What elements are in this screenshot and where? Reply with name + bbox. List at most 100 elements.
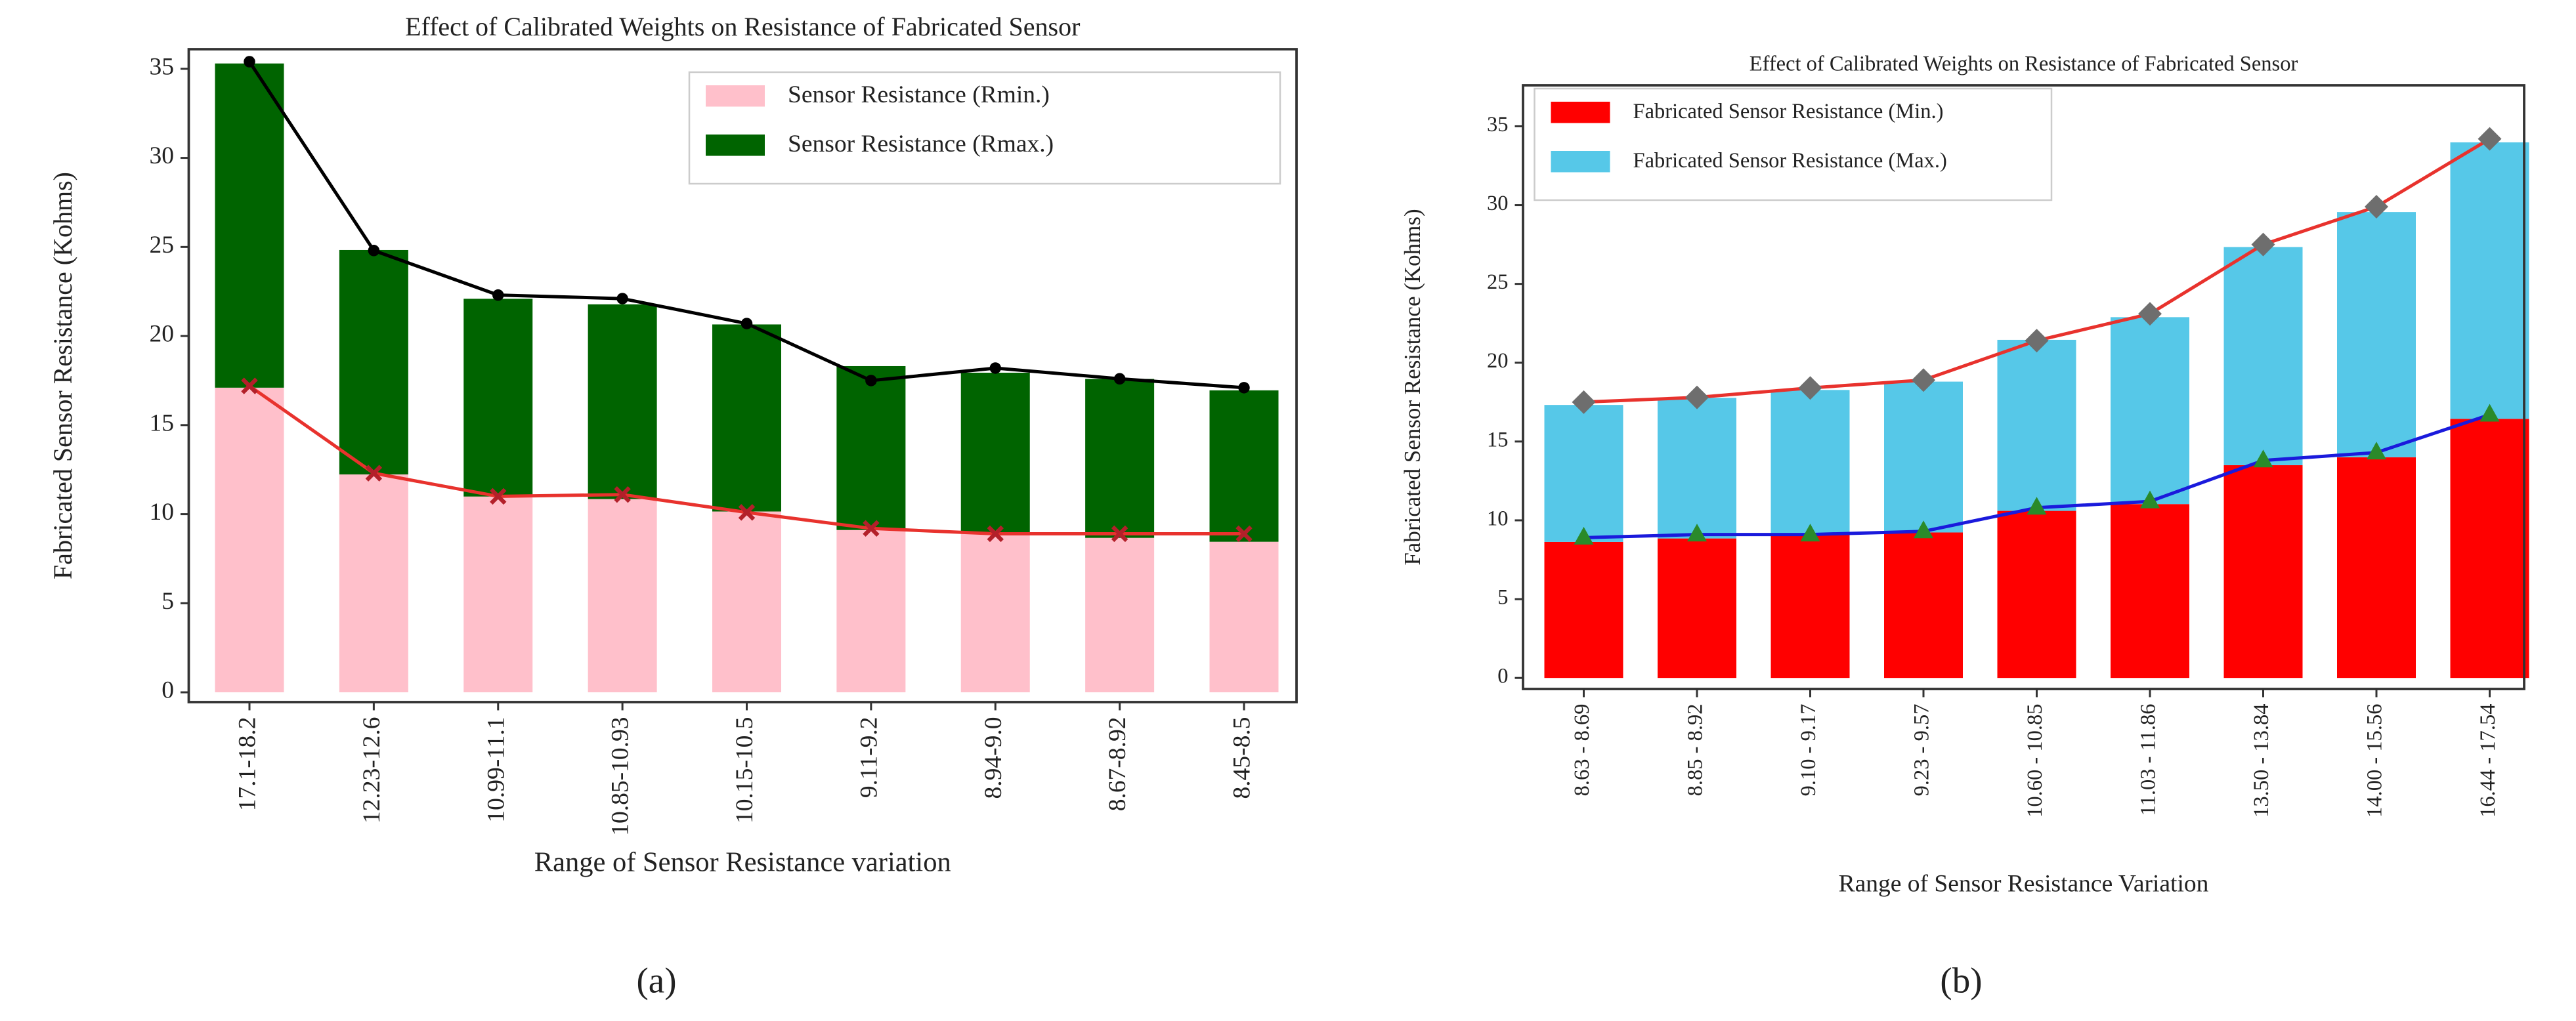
marker — [2478, 127, 2502, 151]
y-tick-label: 20 — [1487, 349, 1509, 373]
x-tick-label: 16.44 - 17.54 — [2476, 704, 2500, 818]
marker — [1235, 525, 1253, 543]
bar — [463, 496, 533, 693]
marker — [492, 289, 504, 301]
marker — [365, 465, 383, 482]
x-tick-label: 10.60 - 10.85 — [2023, 704, 2047, 818]
marker — [1111, 525, 1128, 543]
y-tick-label: 35 — [1487, 113, 1509, 136]
bar — [2111, 317, 2189, 505]
marker — [738, 504, 756, 521]
chart-title: Effect of Calibrated Weights on Resistan… — [405, 12, 1080, 41]
bar — [712, 511, 781, 693]
bar — [2450, 419, 2529, 678]
marker — [1687, 524, 1707, 542]
plot-frame — [187, 48, 1298, 703]
bar — [960, 533, 1030, 693]
x-tick-label: 8.63 - 8.69 — [1570, 704, 1594, 797]
y-tick-label: 25 — [1487, 270, 1509, 294]
bar — [1997, 339, 2076, 511]
y-tick-label: 30 — [150, 142, 175, 169]
bar — [463, 299, 533, 497]
marker — [614, 486, 631, 503]
bar — [2223, 247, 2303, 465]
legend-box — [688, 71, 1281, 185]
bar — [1085, 379, 1155, 538]
y-tick-label: 10 — [1487, 507, 1509, 530]
bar — [2337, 212, 2416, 457]
marker — [2027, 497, 2047, 515]
legend-swatch — [1551, 151, 1610, 173]
marker — [2138, 302, 2162, 326]
marker — [865, 375, 877, 386]
x-tick-label: 13.50 - 13.84 — [2250, 704, 2273, 818]
panel-caption: (a) — [636, 961, 676, 1001]
marker — [368, 245, 380, 257]
x-axis-label: Range of Sensor Resistance variation — [534, 846, 951, 877]
bar — [712, 324, 781, 512]
y-axis-label: Fabricated Sensor Resistance (Kohms) — [1400, 209, 1425, 565]
bar — [588, 499, 657, 693]
y-tick-label: 10 — [150, 499, 175, 526]
bar — [1544, 405, 1623, 542]
chart-title: Effect of Calibrated Weights on Resistan… — [1750, 52, 2298, 75]
marker — [989, 362, 1001, 374]
bar — [836, 365, 906, 530]
x-axis-label: Range of Sensor Resistance Variation — [1839, 871, 2209, 898]
marker — [244, 56, 255, 68]
legend-label: Fabricated Sensor Resistance (Max.) — [1633, 149, 1947, 173]
marker — [490, 488, 507, 505]
panel-caption: (b) — [1940, 961, 1982, 1001]
bar — [1884, 381, 1963, 533]
x-tick-label: 10.99-11.1 — [483, 717, 509, 823]
plot-frame — [1522, 84, 2525, 690]
bar — [2111, 504, 2189, 678]
bar — [339, 249, 408, 475]
marker — [2367, 442, 2386, 460]
bar — [1209, 390, 1279, 542]
y-tick-label: 35 — [150, 53, 175, 80]
x-tick-label: 10.15-10.5 — [731, 717, 758, 824]
legend-swatch — [706, 135, 765, 156]
marker — [241, 377, 258, 394]
bar — [1209, 541, 1279, 693]
x-tick-label: 14.00 - 15.56 — [2363, 704, 2386, 818]
marker — [2479, 404, 2500, 422]
marker — [2365, 194, 2388, 219]
marker — [741, 318, 753, 329]
marker — [1574, 526, 1594, 545]
x-tick-label: 8.85 - 8.92 — [1683, 704, 1707, 797]
marker — [616, 293, 628, 304]
legend-box — [1534, 87, 2053, 201]
y-tick-label: 30 — [1487, 192, 1509, 215]
x-tick-label: 11.03 - 11.86 — [2136, 704, 2160, 816]
bar — [1544, 541, 1623, 678]
y-tick-label: 0 — [161, 677, 174, 704]
bar — [215, 63, 284, 388]
marker — [1912, 368, 1935, 392]
x-tick-label: 17.1-18.2 — [234, 717, 261, 812]
bar — [960, 373, 1030, 533]
bar — [1997, 510, 2076, 678]
bar — [215, 387, 284, 693]
marker — [1798, 376, 1822, 400]
marker — [2025, 329, 2049, 353]
bar — [1884, 532, 1963, 678]
y-axis-label: Fabricated Sensor Resistance (Kohms) — [48, 172, 77, 579]
legend-swatch — [706, 85, 765, 107]
bar — [588, 304, 657, 499]
bar — [1658, 398, 1736, 539]
x-tick-label: 9.23 - 9.57 — [1910, 704, 1933, 797]
marker — [2251, 232, 2275, 257]
marker — [2140, 490, 2160, 509]
y-tick-label: 5 — [161, 588, 174, 615]
marker — [1113, 373, 1126, 385]
marker — [1800, 524, 1820, 542]
bar — [339, 474, 408, 693]
marker — [987, 525, 1004, 543]
marker — [2253, 449, 2273, 468]
marker — [1572, 390, 1596, 414]
y-tick-label: 20 — [150, 321, 175, 348]
